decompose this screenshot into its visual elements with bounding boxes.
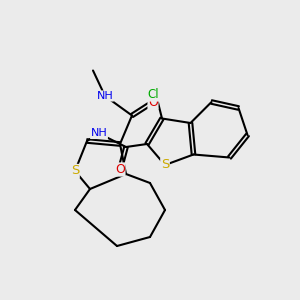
- Text: O: O: [115, 163, 125, 176]
- Text: S: S: [71, 164, 79, 178]
- Text: NH: NH: [91, 128, 107, 139]
- Text: S: S: [161, 158, 169, 172]
- Text: O: O: [148, 95, 158, 109]
- Text: Cl: Cl: [147, 88, 159, 101]
- Text: NH: NH: [97, 91, 113, 101]
